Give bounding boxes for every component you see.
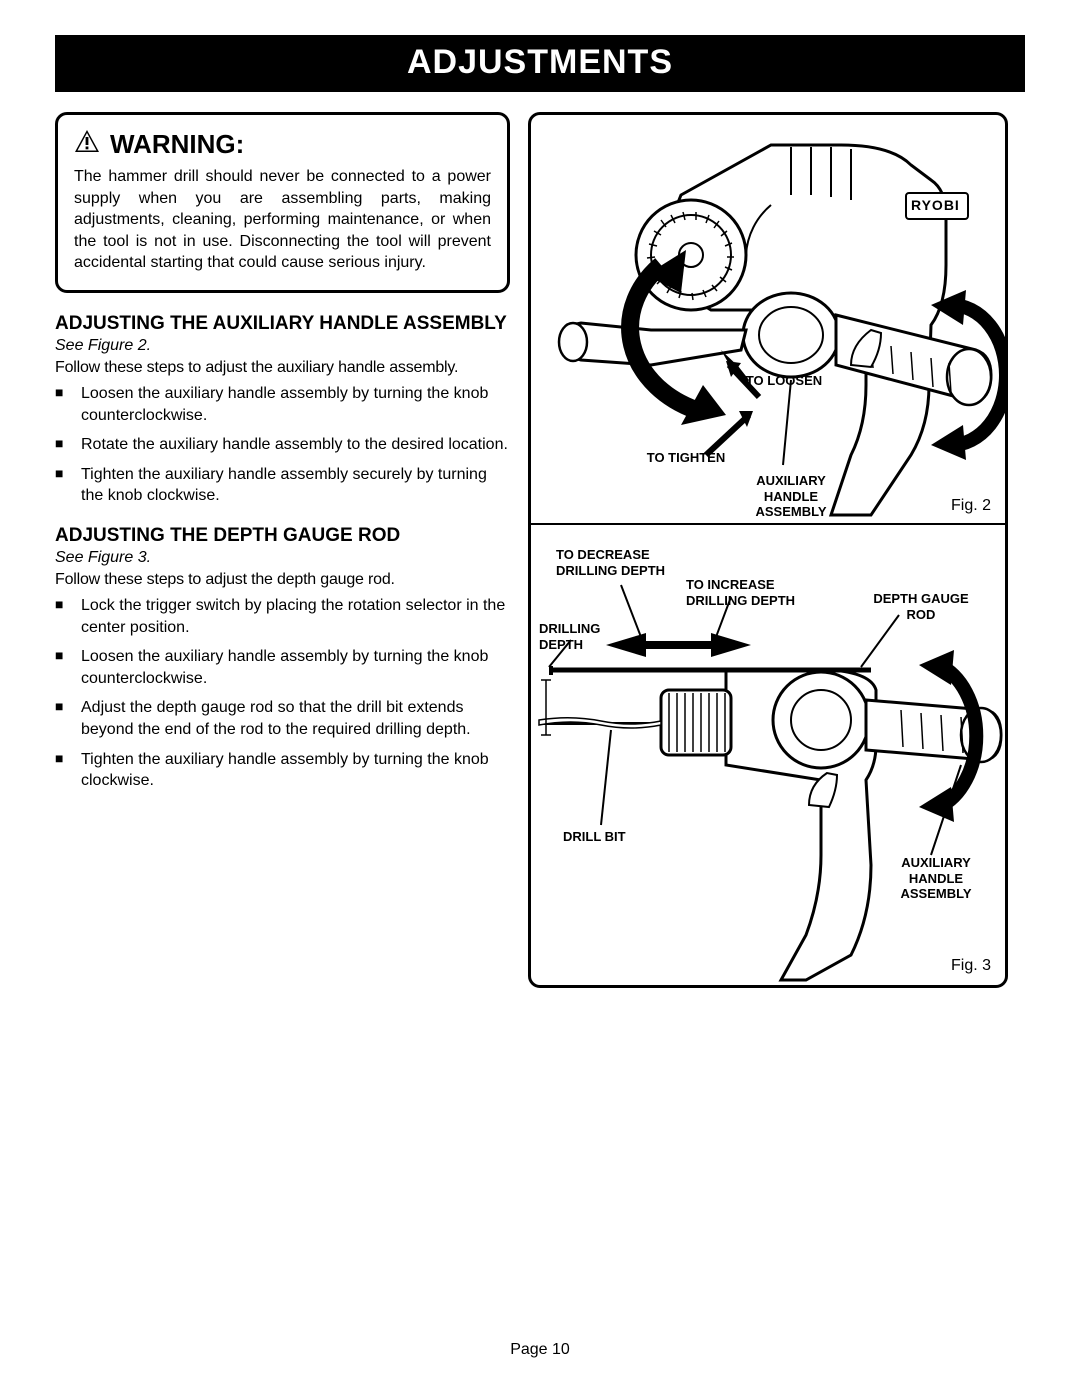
warning-icon	[74, 129, 100, 160]
figure-2-illustration	[531, 115, 1005, 525]
bullet-item: Adjust the depth gauge rod so that the d…	[55, 697, 510, 740]
warning-box: WARNING: The hammer drill should never b…	[55, 112, 510, 293]
figure-box: TO LOOSEN TO TIGHTEN AUXILIARY HANDLE AS…	[528, 112, 1008, 988]
warning-text: The hammer drill should never be connect…	[74, 166, 491, 274]
fig3-label-increase: TO INCREASE DRILLING DEPTH	[686, 577, 816, 608]
bullet-item: Tighten the auxiliary handle assembly by…	[55, 749, 510, 792]
right-column: TO LOOSEN TO TIGHTEN AUXILIARY HANDLE AS…	[528, 112, 1008, 988]
fig3-label-depth-gauge: DEPTH GAUGE ROD	[861, 591, 981, 622]
fig2-label-aux-handle: AUXILIARY HANDLE ASSEMBLY	[736, 473, 846, 520]
section1-bullets: Loosen the auxiliary handle assembly by …	[55, 383, 510, 507]
section2-bullets: Lock the trigger switch by placing the r…	[55, 595, 510, 792]
fig3-label-drilling-depth: DRILLING DEPTH	[539, 621, 619, 652]
figure-2-panel: TO LOOSEN TO TIGHTEN AUXILIARY HANDLE AS…	[531, 115, 1005, 525]
section2-intro: Follow these steps to adjust the depth g…	[55, 571, 510, 589]
fig3-caption: Fig. 3	[951, 956, 991, 975]
fig3-label-drill-bit: DRILL BIT	[563, 829, 663, 845]
section1-intro: Follow these steps to adjust the auxilia…	[55, 359, 510, 377]
page-number: Page 10	[0, 1341, 1080, 1359]
warning-title: WARNING:	[110, 129, 244, 160]
figure-3-panel: TO DECREASE DRILLING DEPTH TO INCREASE D…	[531, 525, 1005, 985]
fig2-label-tighten: TO TIGHTEN	[641, 450, 731, 466]
bullet-item: Loosen the auxiliary handle assembly by …	[55, 383, 510, 426]
left-column: WARNING: The hammer drill should never b…	[55, 112, 510, 988]
fig3-label-decrease: TO DECREASE DRILLING DEPTH	[556, 547, 686, 578]
fig2-brand: RYOBI	[911, 197, 960, 214]
bullet-item: Lock the trigger switch by placing the r…	[55, 595, 510, 638]
section2-see-figure: See Figure 3.	[55, 549, 510, 567]
fig2-label-loosen: TO LOOSEN	[744, 373, 824, 389]
bullet-item: Rotate the auxiliary handle assembly to …	[55, 434, 510, 456]
page-banner: ADJUSTMENTS	[55, 35, 1025, 92]
fig3-label-aux-handle: AUXILIARY HANDLE ASSEMBLY	[881, 855, 991, 902]
section1-title: ADJUSTING THE AUXILIARY HANDLE ASSEMBLY	[55, 313, 510, 335]
section2-title: ADJUSTING THE DEPTH GAUGE ROD	[55, 525, 510, 547]
fig2-caption: Fig. 2	[951, 496, 991, 515]
section1-see-figure: See Figure 2.	[55, 337, 510, 355]
bullet-item: Tighten the auxiliary handle assembly se…	[55, 464, 510, 507]
bullet-item: Loosen the auxiliary handle assembly by …	[55, 646, 510, 689]
